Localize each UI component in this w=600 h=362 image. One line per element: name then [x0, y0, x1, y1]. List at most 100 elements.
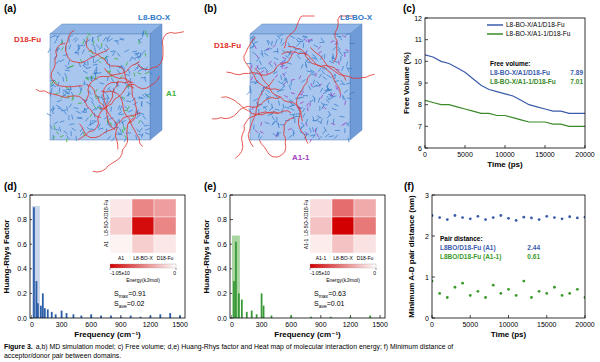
highlight-band	[32, 206, 40, 318]
molecule	[84, 108, 88, 110]
molecule	[143, 30, 145, 35]
molecule	[56, 105, 60, 107]
molecule	[48, 49, 50, 53]
heat-row-label: L8-BO-X	[303, 216, 309, 236]
plot-area	[232, 236, 371, 318]
annotation-name: L8BO/D18-Fu (A1)	[440, 244, 496, 252]
heat-cell	[110, 199, 132, 217]
molecule	[318, 51, 321, 53]
molecule	[321, 95, 323, 98]
molecule	[335, 130, 340, 131]
annotation-value: 0.61	[527, 253, 540, 260]
bar	[159, 314, 161, 318]
molecule	[137, 97, 142, 99]
molecule	[91, 101, 94, 105]
molecule	[306, 64, 307, 69]
plot-area	[32, 206, 181, 318]
tick-label: 0	[423, 151, 427, 158]
molecule	[281, 85, 284, 89]
molecule	[306, 119, 307, 124]
tick-label: 15000	[537, 321, 557, 328]
panel-label: (d)	[4, 181, 17, 192]
molecule	[299, 96, 304, 98]
heat-row-label: A1-1	[303, 239, 309, 250]
md-model	[36, 24, 184, 172]
molecule	[78, 117, 83, 119]
molecule	[259, 136, 263, 139]
molecule	[50, 36, 55, 38]
line-series	[425, 100, 585, 126]
bar	[241, 300, 243, 318]
molecule	[137, 73, 141, 75]
molecule	[251, 76, 252, 80]
tick	[432, 236, 435, 237]
annotation-name: L8BO/D18-Fu (A1-1)	[440, 253, 501, 261]
molecule	[255, 130, 258, 133]
tick	[505, 145, 506, 148]
molecule	[342, 66, 344, 71]
tick	[425, 39, 428, 40]
molecule	[62, 77, 64, 82]
heat-col-label: L8-BO-X	[333, 255, 353, 261]
molecule	[99, 46, 102, 50]
tick-label: 5000	[462, 321, 478, 328]
molecule	[138, 134, 143, 135]
molecule	[291, 105, 296, 106]
box-top	[250, 24, 362, 34]
molecule	[64, 131, 68, 134]
molecule	[104, 116, 108, 118]
point	[461, 282, 464, 285]
molecule	[252, 52, 256, 55]
tick-label: 0	[425, 315, 429, 322]
molecule	[320, 88, 322, 92]
molecule	[99, 83, 104, 84]
heat-cell	[154, 217, 176, 235]
axis-title: Minimum A-D pair distance (nm)	[407, 195, 416, 318]
point	[522, 216, 525, 219]
colorbar-title: Energy(kJ/mol)	[126, 277, 160, 283]
heat-col-label: L8-BO-X	[133, 255, 153, 261]
heat-cell	[154, 199, 176, 217]
point	[507, 288, 510, 291]
molecule	[124, 50, 128, 52]
molecule	[312, 127, 313, 132]
box-top	[50, 24, 162, 34]
molecule	[122, 97, 125, 99]
stat-value: =0.01	[327, 300, 345, 307]
molecule	[90, 97, 94, 100]
molecule	[72, 115, 73, 120]
molecule	[117, 70, 120, 74]
molecule	[339, 36, 342, 40]
bar	[261, 293, 263, 318]
molecule	[290, 36, 294, 38]
colorbar-tick-label: -1.05e10	[110, 270, 130, 276]
heat-cell	[354, 199, 376, 217]
molecule	[318, 98, 319, 103]
molecule	[323, 107, 326, 110]
molecule	[130, 57, 132, 61]
molecule	[301, 39, 304, 43]
molecule	[321, 102, 324, 106]
tick-label: 300	[256, 321, 268, 328]
polymer-chain	[259, 118, 294, 158]
annotation-value: 7.01	[570, 78, 583, 85]
molecule	[285, 56, 289, 59]
molecule	[136, 115, 140, 118]
molecule	[344, 128, 345, 133]
tick-label: 15000	[535, 151, 555, 158]
tick	[545, 145, 546, 148]
molecule	[87, 33, 90, 35]
tick-label: 0	[30, 321, 34, 328]
molecule	[55, 93, 59, 94]
point	[477, 215, 480, 218]
molecule	[310, 69, 314, 72]
tick	[425, 104, 428, 105]
heat-cell	[132, 217, 154, 235]
tick	[432, 277, 435, 278]
molecule	[329, 135, 334, 137]
molecule	[85, 78, 88, 80]
molecule	[142, 94, 146, 98]
molecule	[112, 51, 114, 55]
molecule	[340, 83, 345, 85]
stat: Save=0.02	[114, 300, 145, 309]
